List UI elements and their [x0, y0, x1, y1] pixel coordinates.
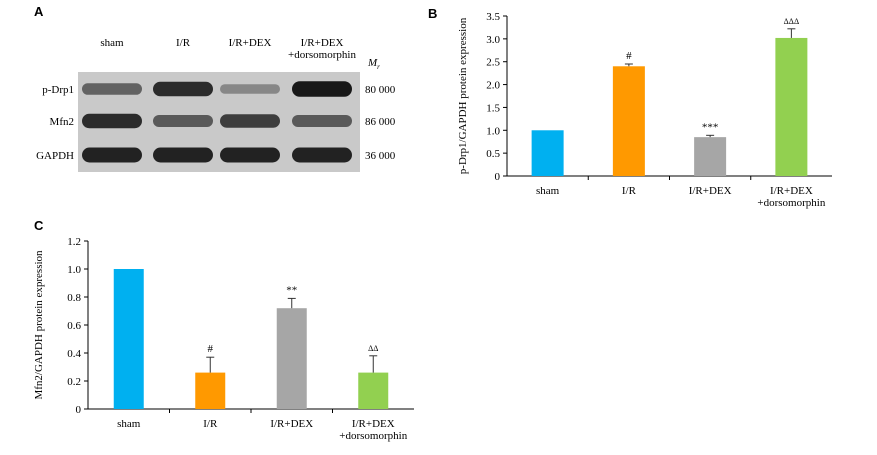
blot-row-label: Mfn2	[50, 116, 74, 128]
blot-band	[153, 115, 213, 127]
chart-c-y-tick-label: 1.0	[67, 264, 81, 276]
blot-band	[220, 114, 280, 128]
blot-band	[82, 147, 142, 163]
chart-c-bar-1	[195, 372, 226, 409]
chart-b-x-tick-label: I/R+DEX +dorsomorphin	[757, 185, 825, 209]
chart-b-y-tick-label: 3.5	[486, 11, 500, 23]
chart-c-annotation: #	[208, 343, 214, 355]
chart-c-annotation: **	[286, 284, 297, 296]
chart-c-bar-2	[276, 308, 307, 409]
chart-b-x-tick-label: I/R	[622, 185, 637, 197]
lane-label-3: I/R+DEX +dorsomorphin	[288, 37, 356, 61]
chart-b-y-tick-label: 1.0	[486, 125, 500, 137]
blot-band	[292, 115, 352, 127]
blot-band	[82, 113, 142, 129]
chart-c-y-tick-label: 0.6	[67, 320, 81, 332]
blot-weight-label: 80 000	[365, 84, 396, 96]
mr-label: Mr	[367, 57, 380, 71]
chart-c-y-tick-label: 0	[76, 404, 82, 416]
chart-c-y-tick-label: 1.2	[67, 236, 81, 248]
blot-band	[292, 81, 352, 97]
chart-b-x-tick-label: I/R+DEX	[689, 185, 732, 197]
chart-b-bar-2	[694, 137, 727, 176]
chart-c-x-tick-label: I/R+DEX +dorsomorphin	[339, 418, 407, 442]
chart-c-bar-3	[358, 372, 389, 409]
blot-band	[220, 147, 280, 163]
blot-band	[82, 83, 142, 95]
blot-row-label: p-Drp1	[42, 84, 74, 96]
blot-weight-label: 86 000	[365, 116, 396, 128]
chart-b-bar-3	[775, 37, 808, 176]
chart-b-x-tick-label: sham	[536, 185, 560, 197]
blot-row-label: GAPDH	[36, 150, 74, 162]
chart-c-y-tick-label: 0.2	[67, 376, 81, 388]
blot-weight-label: 36 000	[365, 150, 396, 162]
chart-b-y-axis-label: p-Drp1/GAPDH protein expression	[457, 17, 469, 174]
chart-c-x-tick-label: sham	[117, 418, 141, 430]
chart-b-y-tick-label: 0.5	[486, 148, 500, 160]
blot-band	[153, 147, 213, 163]
chart-c-x-tick-label: I/R	[203, 418, 218, 430]
chart-b-y-tick-label: 2.5	[486, 57, 500, 69]
blot-band	[153, 81, 213, 97]
chart-c-y-tick-label: 0.4	[67, 348, 81, 360]
chart-b-bar-0	[531, 130, 564, 176]
lane-label-1: I/R	[176, 37, 191, 49]
panel-label-a: A	[34, 4, 44, 19]
chart-b-y-tick-label: 2.0	[486, 80, 500, 92]
chart-c-bar-0	[113, 269, 144, 409]
chart-b-y-tick-label: 3.0	[486, 34, 500, 46]
chart-b-y-tick-label: 1.5	[486, 102, 500, 114]
chart-b-bar-1	[612, 66, 645, 176]
chart-b-annotation: ***	[702, 121, 719, 133]
western-blot: sham I/R I/R+DEX I/R+DEX +dorsomorphin Mr p-Dr…	[36, 37, 396, 172]
chart-p-drp1: p-Drp1/GAPDH protein expression 0 0.5 1.0 1.…	[457, 11, 832, 209]
blot-band	[292, 147, 352, 163]
chart-b-y-tick-label: 0	[495, 171, 501, 183]
lane-label-2: I/R+DEX	[229, 37, 272, 49]
chart-c-x-tick-label: I/R+DEX	[270, 418, 313, 430]
chart-b-annotation: #	[626, 50, 632, 62]
chart-mfn2: Mfn2/GAPDH protein expression 0 0.2 0.4 0.6 0…	[33, 236, 414, 442]
chart-b-annotation: ΔΔΔ	[784, 17, 799, 26]
lane-label-0: sham	[100, 37, 124, 49]
blot-band	[220, 84, 280, 94]
chart-c-annotation: ΔΔ	[368, 344, 378, 353]
chart-c-y-axis-label: Mfn2/GAPDH protein expression	[33, 250, 45, 400]
chart-c-y-tick-label: 0.8	[67, 292, 81, 304]
panel-label-b: B	[428, 6, 438, 21]
panel-label-c: C	[34, 218, 44, 233]
